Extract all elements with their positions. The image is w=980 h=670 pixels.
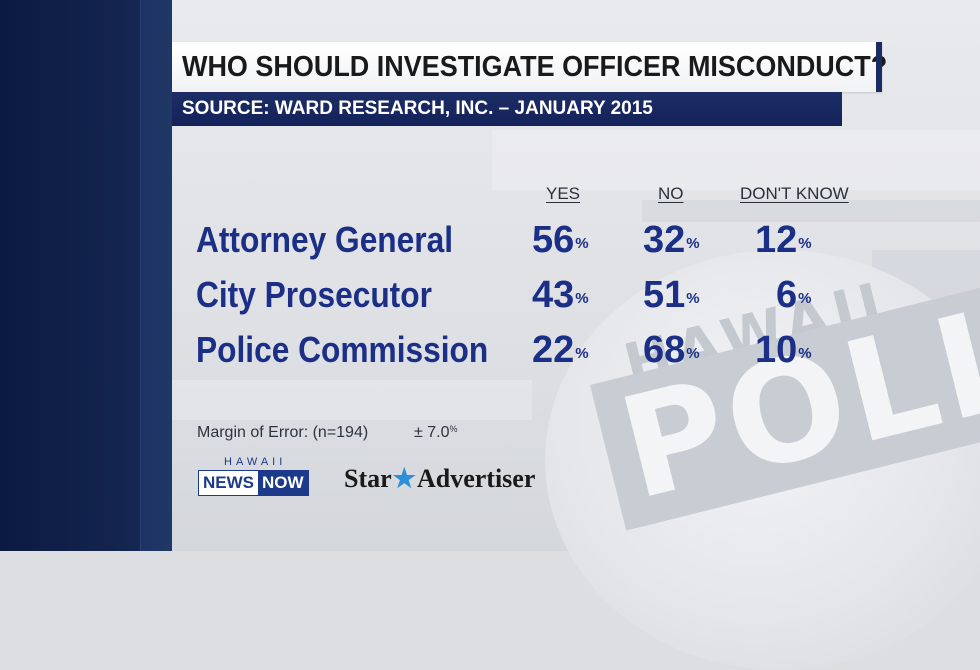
value-yes: 22% <box>532 328 589 372</box>
margin-of-error-label: Margin of Error: (n=194) <box>197 424 369 441</box>
hnn-news-text: NEWS <box>199 471 258 495</box>
percent-sign: % <box>686 345 700 362</box>
title-accent <box>876 42 882 92</box>
value-dont-know: 10% <box>755 328 812 372</box>
value-number: 10 <box>755 329 798 371</box>
left-band-stripe <box>140 0 173 551</box>
value-number: 68 <box>643 329 686 371</box>
value-yes: 43% <box>532 273 589 317</box>
page-title: WHO SHOULD INVESTIGATE OFFICER MISCONDUC… <box>182 51 888 83</box>
value-number: 22 <box>532 329 575 371</box>
star-advertiser-logo: Star ★ Advertiser <box>344 464 535 494</box>
title-bar: WHO SHOULD INVESTIGATE OFFICER MISCONDUC… <box>172 42 887 92</box>
percent-sign: % <box>449 424 458 434</box>
background-block <box>492 130 980 190</box>
value-no: 32% <box>643 218 700 262</box>
sa-advertiser-text: Advertiser <box>416 464 536 493</box>
value-number: 43 <box>532 274 575 316</box>
hawaii-news-now-logo-top: HAWAII <box>224 456 287 468</box>
percent-sign: % <box>798 290 812 307</box>
value-number: 12 <box>755 219 798 261</box>
background-block <box>172 380 532 420</box>
percent-sign: % <box>686 290 700 307</box>
column-header-no: NO <box>658 184 684 203</box>
hawaii-news-now-logo: NEWS NOW <box>198 470 309 496</box>
percent-sign: % <box>798 235 812 252</box>
value-yes: 56% <box>532 218 589 262</box>
value-dont-know: 12% <box>755 218 812 262</box>
value-number: 56 <box>532 219 575 261</box>
row-label-city-prosecutor: City Prosecutor <box>196 274 432 315</box>
value-dont-know: 6% <box>776 273 811 317</box>
row-label-attorney-general: Attorney General <box>196 219 454 260</box>
hnn-now-text: NOW <box>258 471 308 495</box>
percent-sign: % <box>686 235 700 252</box>
sa-star-text: Star <box>344 464 392 493</box>
row-label-police-commission: Police Commission <box>196 329 489 370</box>
column-header-dont-know: DON'T KNOW <box>740 184 849 203</box>
value-no: 68% <box>643 328 700 372</box>
value-number: 32 <box>643 219 686 261</box>
value-number: 6 <box>776 274 798 316</box>
value-no: 51% <box>643 273 700 317</box>
column-header-yes: YES <box>546 184 581 203</box>
star-icon: ★ <box>392 464 416 493</box>
value-number: 51 <box>643 274 686 316</box>
percent-sign: % <box>798 345 812 362</box>
percent-sign: % <box>575 345 589 362</box>
source-text: SOURCE: WARD RESEARCH, INC. – JANUARY 20… <box>182 98 653 119</box>
source-bar: SOURCE: WARD RESEARCH, INC. – JANUARY 20… <box>172 92 842 126</box>
margin-of-error-value: ± 7.0% <box>414 424 457 442</box>
margin-of-error-number: ± 7.0 <box>414 424 450 441</box>
background-stripe <box>642 200 980 222</box>
percent-sign: % <box>575 235 589 252</box>
percent-sign: % <box>575 290 589 307</box>
